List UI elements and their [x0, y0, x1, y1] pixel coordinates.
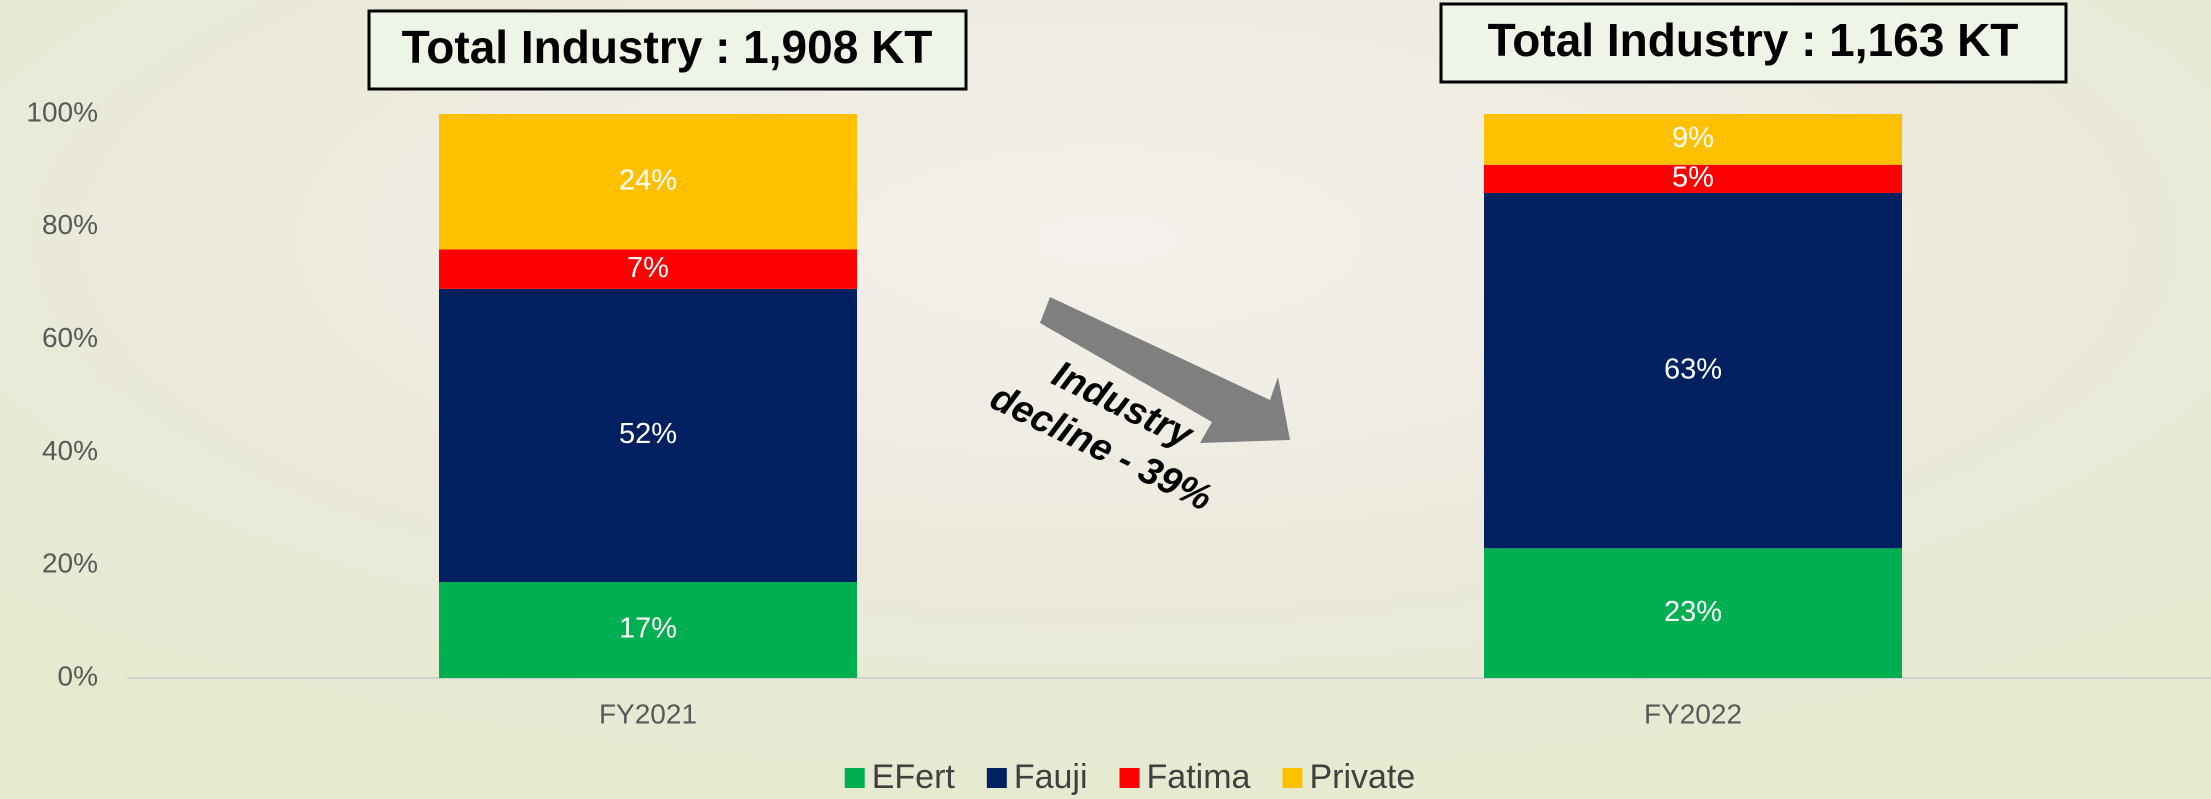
data-label: 7%	[627, 252, 669, 284]
y-tick-label: 80%	[42, 209, 98, 240]
annotation: Total Industry : 1,163 KT	[1488, 14, 2019, 66]
legend-swatch	[1282, 768, 1302, 788]
legend-swatch	[987, 768, 1007, 788]
data-label: 5%	[1672, 162, 1714, 194]
y-tick-label: 40%	[42, 435, 98, 466]
legend-swatch	[1120, 768, 1140, 788]
data-label: 63%	[1664, 353, 1722, 385]
data-label: 24%	[619, 164, 677, 196]
y-tick-label: 20%	[42, 548, 98, 579]
chart: Total Industry : 1,908 KT Total Industry…	[0, 0, 2211, 799]
y-tick-label: 0%	[58, 660, 98, 691]
y-tick-label: 60%	[42, 322, 98, 353]
x-tick-label: FY2021	[599, 698, 697, 729]
legend-label: Private	[1309, 758, 1415, 796]
data-label: 17%	[619, 613, 677, 645]
data-label: 23%	[1664, 596, 1722, 628]
data-label: 9%	[1672, 122, 1714, 154]
legend-label: Fatima	[1147, 758, 1251, 796]
x-tick-label: FY2022	[1644, 698, 1742, 729]
legend-label: EFert	[872, 758, 956, 796]
data-label: 52%	[619, 418, 677, 450]
legend-swatch	[845, 768, 865, 788]
legend-label: Fauji	[1014, 758, 1088, 796]
annotation: Total Industry : 1,908 KT	[402, 21, 933, 73]
y-tick-label: 100%	[26, 96, 98, 127]
